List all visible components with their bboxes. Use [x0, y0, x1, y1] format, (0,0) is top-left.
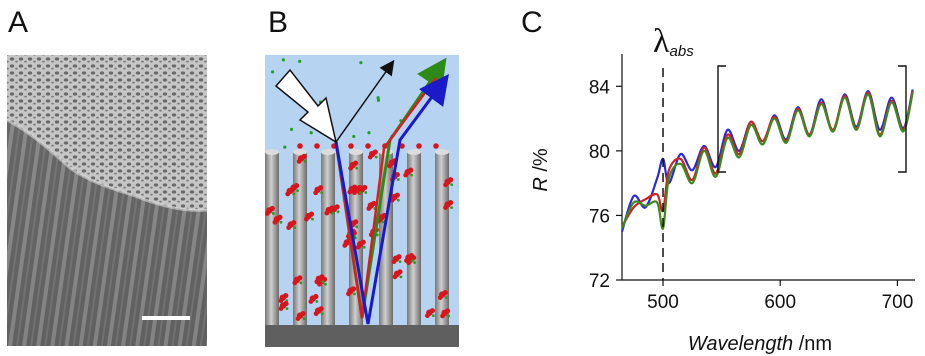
y-tick-label: 76 [589, 206, 610, 227]
x-axis-label: Wavelength /nm [688, 333, 832, 355]
y-tick-label: 72 [589, 271, 610, 292]
bracket-left [717, 65, 726, 173]
series-line-2 [620, 92, 914, 230]
panel-a-label: A [8, 6, 29, 39]
y-tick-label: 84 [589, 77, 611, 98]
panel-b-label: B [268, 6, 289, 39]
y-axis-label: R /% [530, 148, 552, 192]
y-tick-label: 80 [589, 142, 610, 163]
lambda-abs-label: λabs [653, 23, 694, 60]
x-tick-label: 500 [647, 292, 679, 313]
panel-c-label: C [521, 6, 543, 39]
x-tick-label: 700 [882, 292, 914, 313]
bracket-right [898, 65, 907, 173]
x-tick-label: 600 [764, 292, 796, 313]
